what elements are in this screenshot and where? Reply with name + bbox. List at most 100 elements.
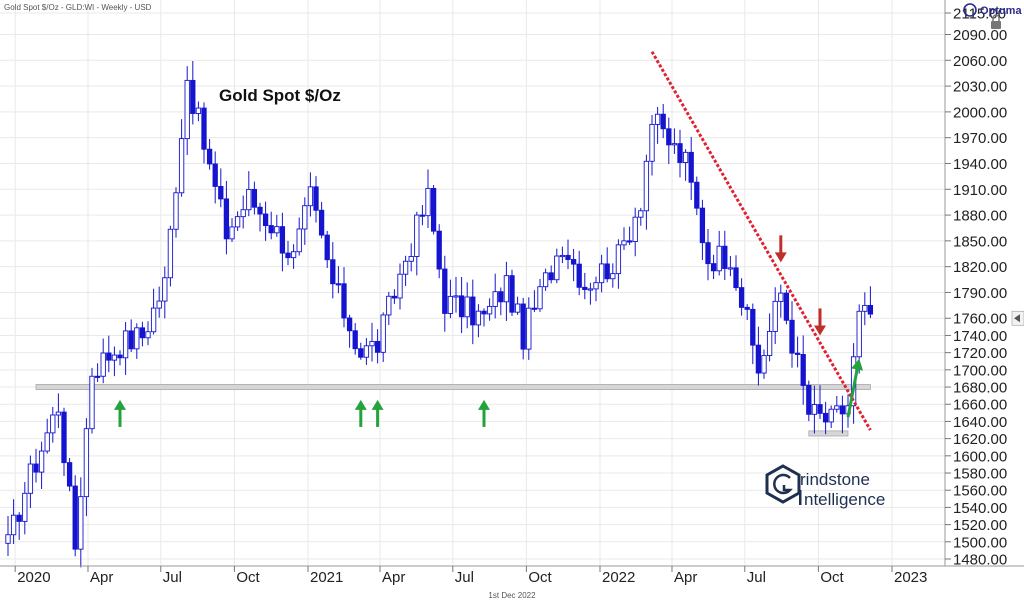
x-tick-label: Oct [820,569,844,586]
y-tick-label: 1480.00 [953,552,1007,569]
candle-body [789,319,795,354]
candle-body [268,225,274,234]
candle-body [414,214,420,257]
candle-body [772,300,778,332]
candle-body [335,283,342,286]
candle-body [22,492,28,522]
x-tick-label: 2022 [602,569,635,586]
y-tick-label: 1500.00 [953,534,1007,551]
x-tick-label: Apr [90,569,113,586]
y-tick-label: 1580.00 [953,466,1007,483]
y-axis: 1480.001500.001520.001540.001560.001580.… [945,6,1007,569]
arrow-up-head [114,399,126,410]
y-tick-label: 1680.00 [953,380,1007,397]
candle-body [520,303,526,350]
candle-body [363,345,370,358]
x-tick-label: Jul [455,569,474,586]
candle-body [716,245,722,272]
candle-body [402,260,409,275]
candle-body [453,295,459,298]
x-axis: 2020 Apr Jul Oct 2021 Apr Jul Oct 2022 Apr Jul Oct 2… [14,566,927,586]
arrow-down-icon [774,235,787,263]
candle-body [346,317,353,332]
candle-body [358,348,364,358]
y-tick-label: 2000.00 [953,104,1007,121]
candle-body [106,352,112,361]
candle-body [498,291,504,303]
x-tick-label: 2023 [894,569,927,586]
candle-body [638,210,644,218]
candle-body [352,330,358,350]
candle-body [296,228,302,253]
candle-body [89,375,95,430]
candle-body [430,187,437,232]
candle-body [671,143,678,146]
y-tick-label: 1910.00 [953,182,1007,199]
candle-body [604,263,610,280]
candle-body [654,113,661,125]
arrow-up-head [478,399,490,410]
candle-body [61,411,67,464]
candle-body [55,411,62,416]
candle-body [727,267,734,270]
candle-body [817,404,823,414]
candle-body [694,181,700,209]
candle-body [251,188,258,208]
candle-body [699,207,706,244]
optuma-brand: Optuma [963,3,1022,17]
candle-body [598,263,605,284]
candle-body [486,305,493,315]
x-tick-label: Apr [674,569,697,586]
lock-icon[interactable] [991,14,1001,29]
candle-body [766,330,773,356]
x-tick-label: 2020 [17,569,50,586]
candle-body [677,143,683,163]
x-tick-label: Jul [747,569,766,586]
candle-body [229,226,235,240]
y-tick-label: 1720.00 [953,345,1007,362]
candle-body [290,251,297,259]
x-tick-label: Oct [528,569,552,586]
candle-body [705,242,711,265]
optuma-logo-icon [963,3,977,17]
candle-body [206,148,213,165]
candle-body [514,303,521,313]
y-tick-label: 1760.00 [953,311,1007,328]
candle-body [822,412,829,423]
candle-body [374,340,381,353]
candle-body [856,310,862,358]
x-tick-label: Jul [163,569,182,586]
candle-body [862,304,868,312]
candle-body [262,213,269,227]
candle-body [274,226,280,234]
y-tick-label: 1700.00 [953,362,1007,379]
candle-body [134,327,140,350]
x-tick-label: Oct [236,569,260,586]
candle-body [386,295,392,316]
arrow-up-icon [478,399,490,427]
candle-body [145,331,151,339]
candle-body [688,151,694,183]
candle-body [10,514,17,536]
chart-header-info: Gold Spot $/Oz - GLD:WI - Weekly - USD [4,3,152,12]
candle-body [794,352,801,355]
candle-body [307,186,314,207]
y-tick-label: 1600.00 [953,448,1007,465]
candle-body [50,414,56,434]
candle-body [593,282,599,290]
candle-body [184,79,190,140]
candle-body [509,275,515,313]
candle-body [481,310,487,315]
candle-body [279,226,286,254]
candle-body [380,314,386,353]
candle-body [78,496,84,550]
candle-body [313,186,319,211]
candle-body [682,151,689,163]
candle-body [391,295,398,299]
candle-body [436,230,442,270]
candle-body [660,113,666,130]
candle-body [425,187,431,217]
arrow-up-head [354,399,367,410]
candle-body [615,244,622,275]
